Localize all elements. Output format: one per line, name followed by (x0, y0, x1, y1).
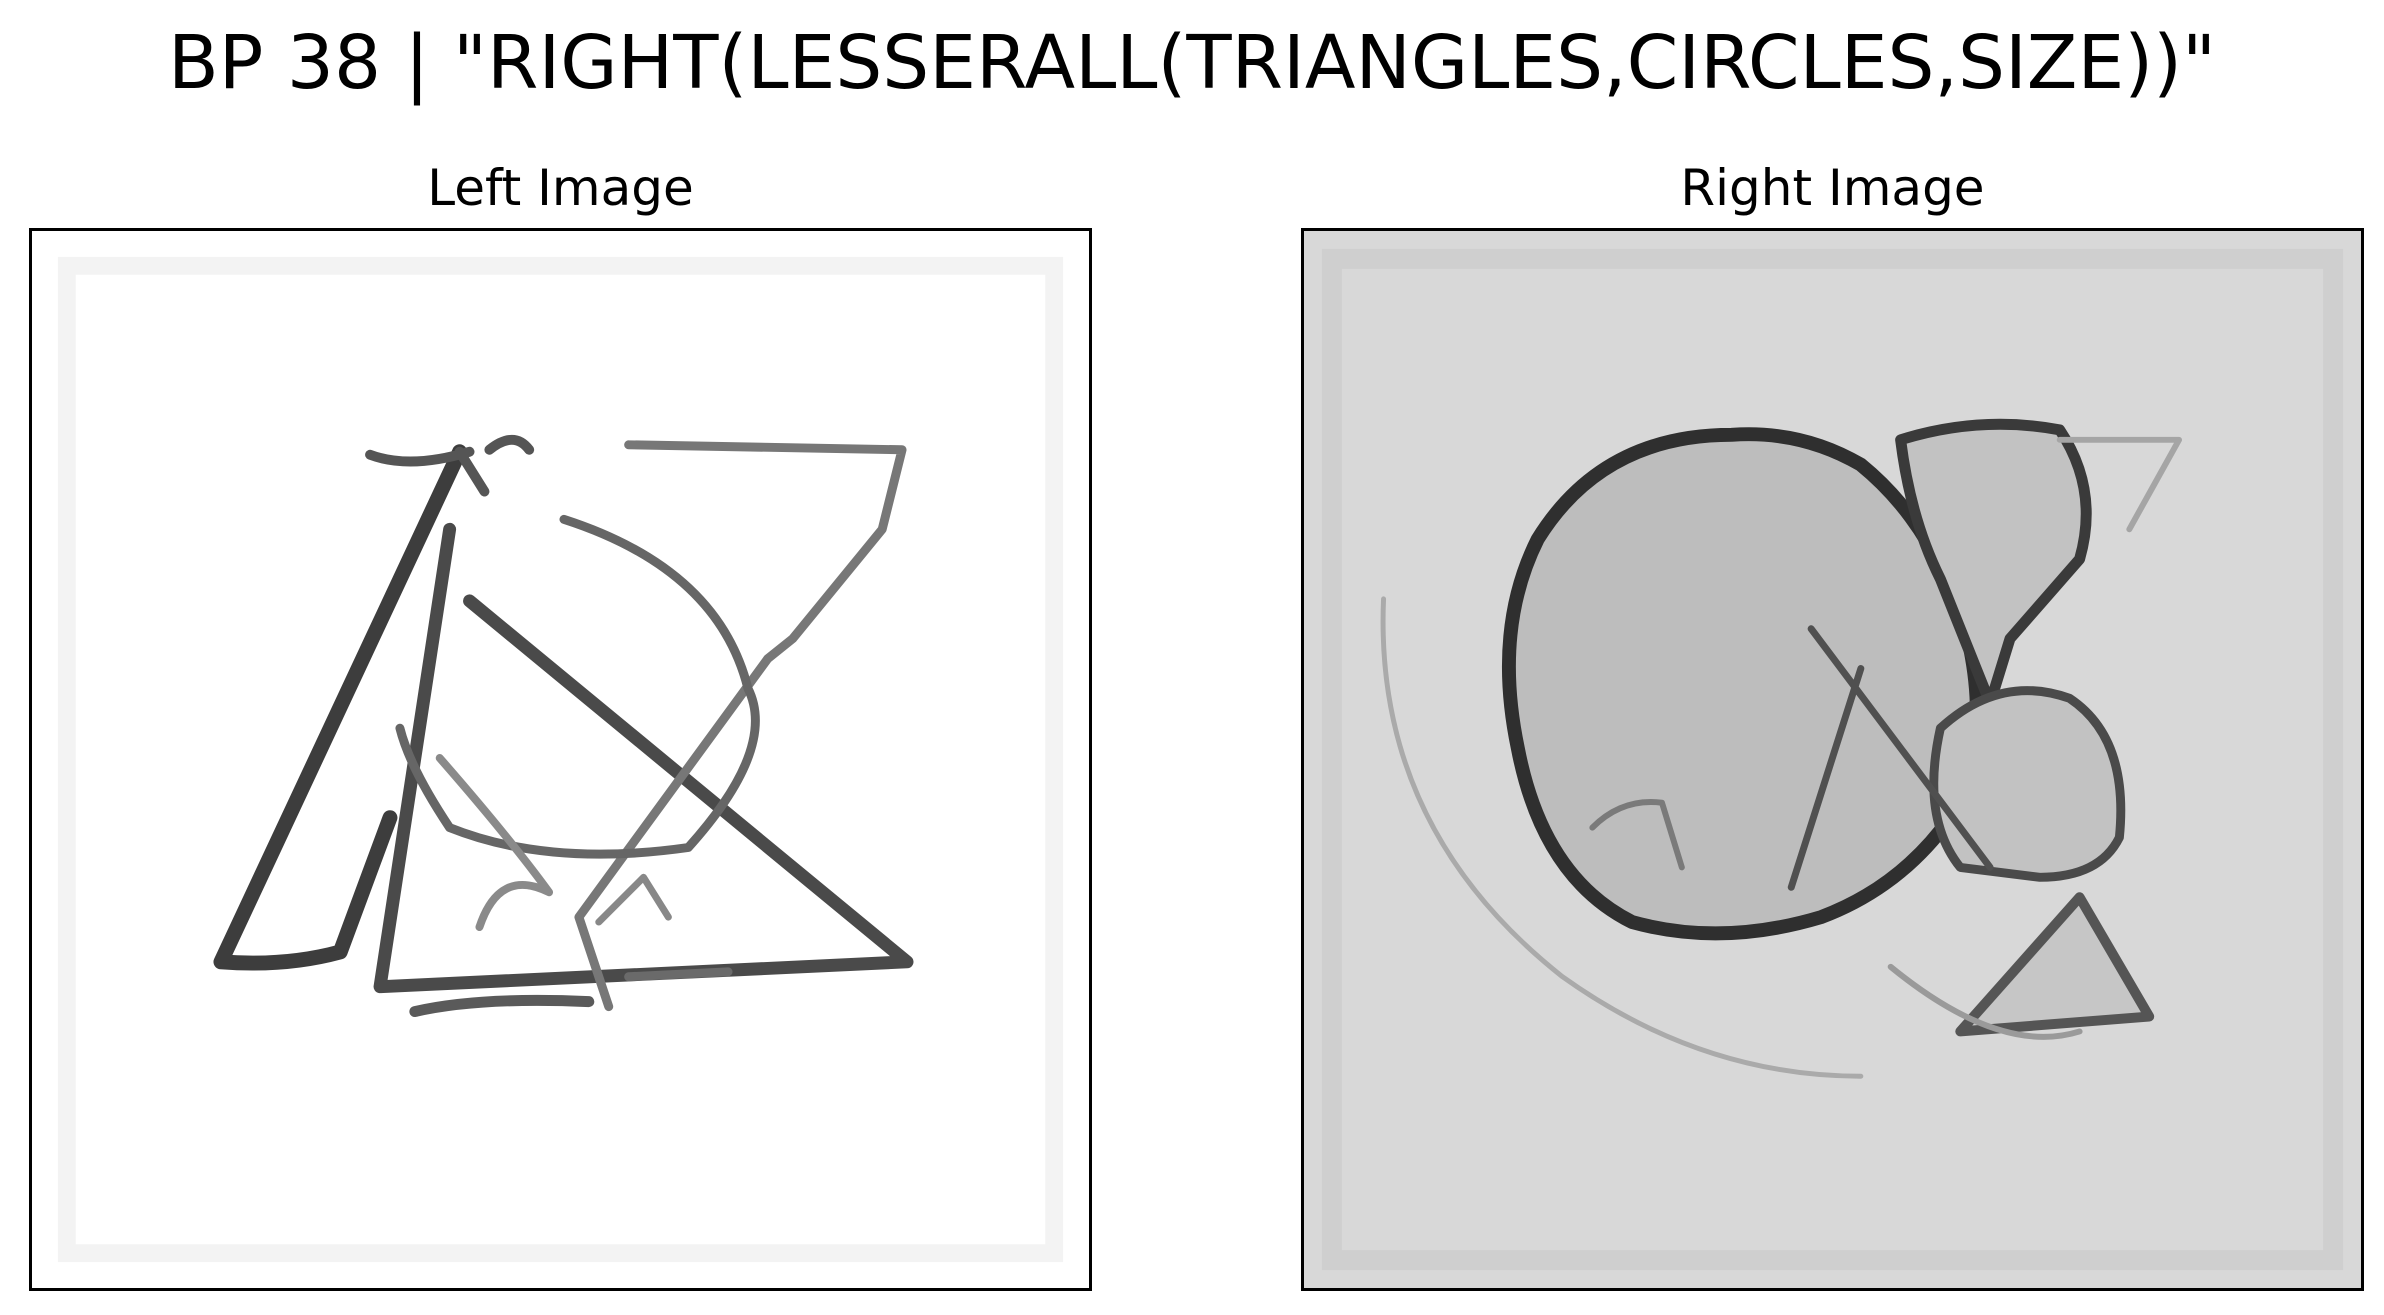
left-triangle-shape (213, 444, 468, 971)
partial-circle-shape (395, 514, 760, 859)
right-sketch-drawing (1321, 248, 2344, 1271)
figure-title: BP 38 | "RIGHT(LESSERALL(TRIANGLES,CIRCL… (167, 20, 2217, 106)
inverted-triangle-shape (574, 440, 907, 1012)
right-image-panel (1301, 228, 2364, 1291)
left-sketch-drawing (57, 256, 1064, 1263)
small-circle-shape (1929, 686, 2126, 882)
left-image-title: Left Image (427, 159, 694, 217)
upper-triangle-shape (1895, 418, 2092, 709)
left-image-panel (29, 228, 1092, 1291)
small-triangle-shape (1955, 892, 2155, 1037)
large-circle-shape (1501, 427, 1984, 941)
right-image-title: Right Image (1680, 159, 1985, 217)
